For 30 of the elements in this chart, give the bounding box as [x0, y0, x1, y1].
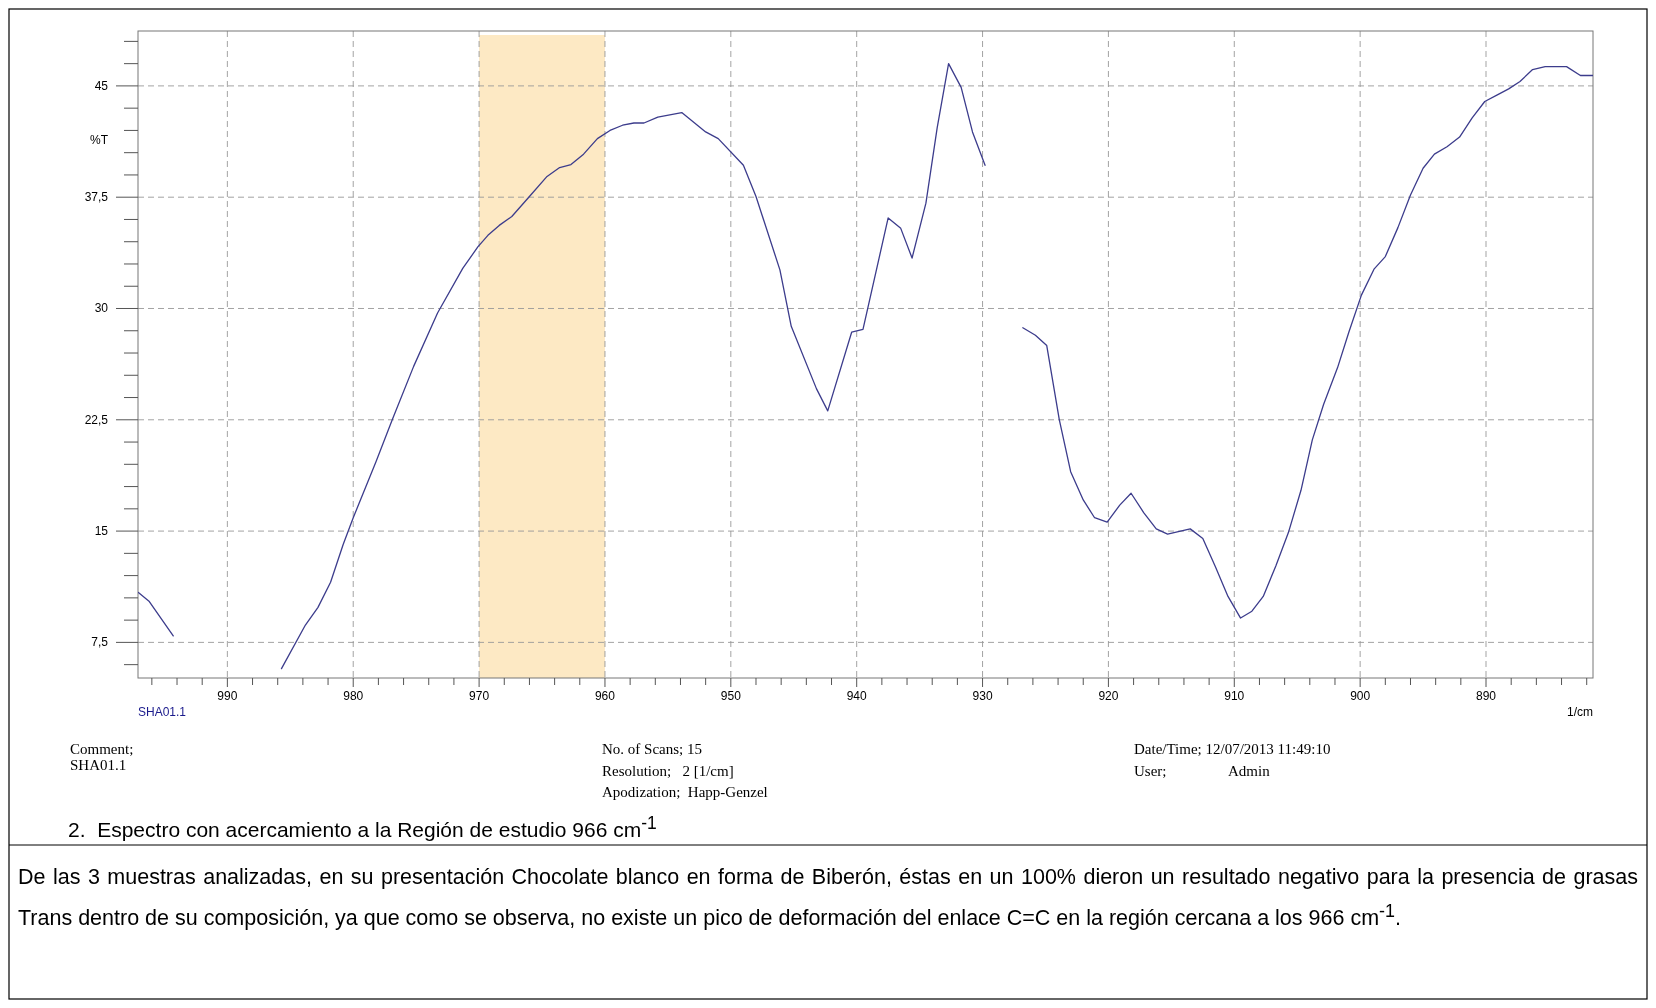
- y-tick-label: 7,5: [91, 635, 109, 650]
- y-tick-label: 22,5: [84, 412, 109, 427]
- x-tick-label: 990: [217, 689, 238, 703]
- y-axis-title: %T: [90, 133, 109, 147]
- text: SHA01.1: [70, 757, 127, 773]
- text: 2. Espectro con acercamiento a la Región de estudio 966 cm$^{-1}$: [68, 812, 658, 843]
- y-tick-label: 15: [94, 524, 109, 539]
- x-tick-label: 910: [1224, 689, 1245, 703]
- y-tick-label: 45: [94, 78, 109, 93]
- x-tick-label: 930: [972, 689, 993, 703]
- x-tick-label: 920: [1098, 689, 1119, 703]
- x-axis-title: 1/cm: [1566, 705, 1593, 719]
- y-tick-label: 30: [94, 301, 109, 316]
- x-tick-label: 900: [1350, 689, 1371, 703]
- x-tick-label: 960: [594, 689, 616, 703]
- x-tick-label: 890: [1476, 689, 1497, 703]
- text: Date/Time; 12/07/2013 11:49:10: [1134, 741, 1331, 757]
- x-tick-label: 940: [846, 689, 868, 703]
- text: User;: [1134, 763, 1167, 779]
- x-tick-label: 980: [343, 689, 364, 703]
- y-tick-label: 37,5: [84, 190, 109, 205]
- text: No. of Scans; 15: [602, 741, 702, 757]
- text: Comment;: [70, 741, 134, 757]
- text: SHA01.1: [138, 705, 187, 719]
- x-tick-label: 950: [720, 689, 742, 703]
- text: De las 3 muestras analizadas, en su presentación Chocolate blanco en forma de Biberón, éstas en un 100% dieron un resultado negativo para la presencia de grasas Trans dentro de su composición, ya que como se observa, no existe un pico de deformación del enlace C=C en la región cercana a los 966 cm$^{-1}$.: [17, 864, 1639, 933]
- text: Resolution; 2 [1/cm]: [602, 763, 734, 779]
- text: Admin: [1228, 763, 1271, 779]
- x-tick-label: 970: [469, 689, 490, 703]
- text: Apodization; Happ-Genzel: [602, 784, 768, 800]
